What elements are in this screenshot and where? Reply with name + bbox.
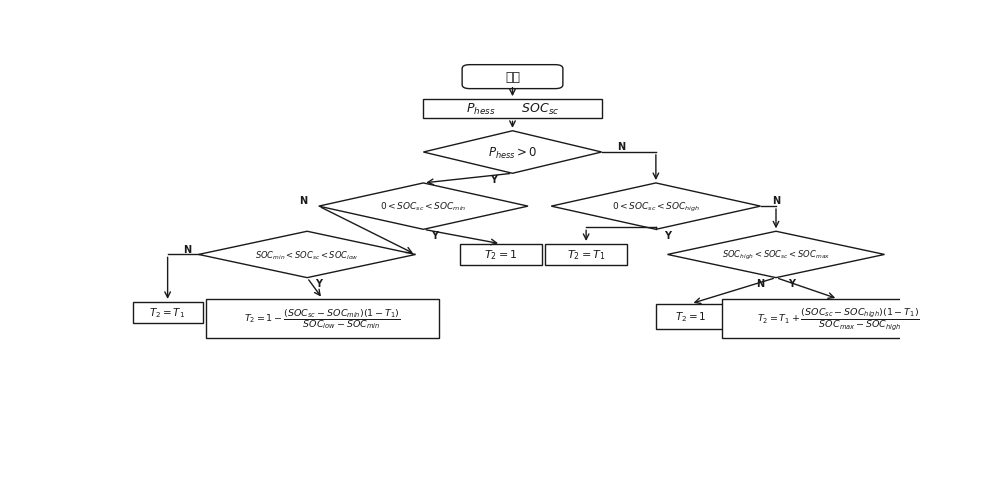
Text: N: N xyxy=(183,244,191,254)
Text: N: N xyxy=(617,142,625,152)
Text: $T_2=1$: $T_2=1$ xyxy=(484,248,518,262)
Text: $T_2=T_1+\dfrac{(SOC_{sc}-SOC_{high})(1-T_1)}{SOC_{max}-SOC_{high}}$: $T_2=T_1+\dfrac{(SOC_{sc}-SOC_{high})(1-… xyxy=(757,306,919,332)
Text: Y: Y xyxy=(664,230,671,240)
Text: N: N xyxy=(299,196,307,206)
Text: N: N xyxy=(772,196,780,206)
Polygon shape xyxy=(551,183,761,230)
Text: Y: Y xyxy=(315,279,322,289)
Polygon shape xyxy=(423,131,602,174)
Text: $T_2=1$: $T_2=1$ xyxy=(675,310,707,324)
Text: $P_{hess}>0$: $P_{hess}>0$ xyxy=(488,145,537,160)
Text: Y: Y xyxy=(490,175,497,185)
Polygon shape xyxy=(668,232,885,278)
Bar xyxy=(206,299,439,338)
Text: N: N xyxy=(756,279,765,289)
Text: $SOC_{high}<SOC_{sc}<SOC_{max}$: $SOC_{high}<SOC_{sc}<SOC_{max}$ xyxy=(722,248,830,262)
Text: $0<SOC_{sc}<SOC_{high}$: $0<SOC_{sc}<SOC_{high}$ xyxy=(612,200,700,213)
Bar xyxy=(460,244,542,266)
Text: Y: Y xyxy=(432,230,438,240)
FancyBboxPatch shape xyxy=(462,66,563,90)
Bar xyxy=(656,304,726,329)
Text: Y: Y xyxy=(788,279,795,289)
Text: $0<SOC_{sc}<SOC_{min}$: $0<SOC_{sc}<SOC_{min}$ xyxy=(380,200,467,213)
Bar xyxy=(423,100,602,119)
Polygon shape xyxy=(319,183,528,230)
Bar xyxy=(722,299,954,338)
Polygon shape xyxy=(199,232,416,278)
Text: $SOC_{min}<SOC_{sc}<SOC_{low}$: $SOC_{min}<SOC_{sc}<SOC_{low}$ xyxy=(255,248,359,261)
Text: 开始: 开始 xyxy=(505,71,520,84)
Text: $T_2=T_1$: $T_2=T_1$ xyxy=(149,306,186,320)
Text: $T_2=T_1$: $T_2=T_1$ xyxy=(567,248,605,262)
Text: $T_2=1-\dfrac{(SOC_{sc}-SOC_{min})(1-T_1)}{SOC_{low}-SOC_{min}}$: $T_2=1-\dfrac{(SOC_{sc}-SOC_{min})(1-T_1… xyxy=(244,307,401,331)
Bar xyxy=(545,244,627,266)
Text: $P_{hess}$       $SOC_{sc}$: $P_{hess}$ $SOC_{sc}$ xyxy=(466,102,559,117)
Bar xyxy=(133,302,202,324)
